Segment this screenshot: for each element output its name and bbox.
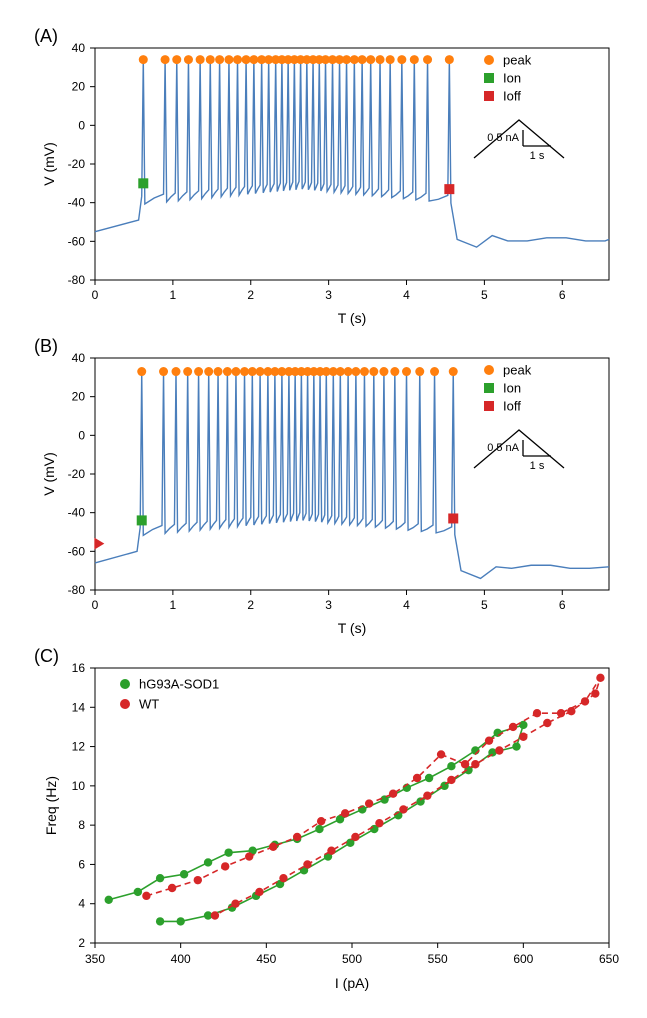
svg-text:600: 600 xyxy=(513,952,533,966)
svg-text:4: 4 xyxy=(403,288,410,302)
svg-text:400: 400 xyxy=(171,952,191,966)
svg-text:0: 0 xyxy=(78,428,85,442)
svg-text:(B): (B) xyxy=(34,336,58,356)
svg-text:0: 0 xyxy=(78,118,85,132)
svg-text:40: 40 xyxy=(72,351,86,365)
svg-text:-20: -20 xyxy=(68,467,86,481)
svg-text:550: 550 xyxy=(428,952,448,966)
svg-text:5: 5 xyxy=(481,288,488,302)
svg-text:1: 1 xyxy=(170,288,177,302)
svg-text:Ioff: Ioff xyxy=(503,399,521,414)
svg-text:8: 8 xyxy=(78,818,85,832)
svg-text:500: 500 xyxy=(342,952,362,966)
svg-text:peak: peak xyxy=(503,363,532,378)
svg-text:16: 16 xyxy=(72,661,86,675)
svg-text:1 s: 1 s xyxy=(530,150,545,162)
svg-text:6: 6 xyxy=(559,598,566,612)
svg-text:5: 5 xyxy=(481,598,488,612)
svg-text:Ioff: Ioff xyxy=(503,89,521,104)
svg-text:-20: -20 xyxy=(68,157,86,171)
svg-text:-60: -60 xyxy=(68,544,86,558)
panel-b: (B) 0 1 2 3 4 5 6 T (s) -80 -60 -40 -20 0 20 40 V (mV) pe… xyxy=(20,330,627,640)
svg-text:Freq (Hz): Freq (Hz) xyxy=(43,776,59,835)
svg-text:T (s): T (s) xyxy=(338,310,367,326)
svg-text:Ion: Ion xyxy=(503,71,521,86)
svg-text:WT: WT xyxy=(139,697,159,712)
svg-text:-60: -60 xyxy=(68,234,86,248)
svg-text:hG93A-SOD1: hG93A-SOD1 xyxy=(139,677,219,692)
svg-text:Ion: Ion xyxy=(503,381,521,396)
svg-text:450: 450 xyxy=(256,952,276,966)
figure-container: (A)0123456T (s)-80-60-40-2002040V (mV)pe… xyxy=(20,20,627,998)
svg-text:12: 12 xyxy=(72,740,86,754)
svg-text:4: 4 xyxy=(78,897,85,911)
svg-text:V (mV): V (mV) xyxy=(41,142,57,186)
svg-text:40: 40 xyxy=(72,41,86,55)
svg-text:peak: peak xyxy=(503,53,532,68)
svg-text:6: 6 xyxy=(78,857,85,871)
svg-text:2: 2 xyxy=(247,288,254,302)
svg-text:(A): (A) xyxy=(34,26,58,46)
svg-text:1 s: 1 s xyxy=(530,460,545,472)
svg-text:350: 350 xyxy=(85,952,105,966)
svg-text:0.5 nA: 0.5 nA xyxy=(487,132,519,144)
svg-text:(C): (C) xyxy=(34,646,59,666)
svg-text:4: 4 xyxy=(403,598,410,612)
svg-text:20: 20 xyxy=(72,80,86,94)
svg-text:0: 0 xyxy=(92,288,99,302)
svg-text:0.5 nA: 0.5 nA xyxy=(487,442,519,454)
panel-a: (A) 0 1 2 3 4 5 6 T (s) -80 -60 -40 -20 0 20 40 V (mV) pe… xyxy=(20,20,627,330)
svg-text:-80: -80 xyxy=(68,583,86,597)
svg-text:3: 3 xyxy=(325,598,332,612)
svg-text:6: 6 xyxy=(559,288,566,302)
svg-text:-40: -40 xyxy=(68,196,86,210)
svg-text:T (s): T (s) xyxy=(338,620,367,636)
svg-text:-80: -80 xyxy=(68,273,86,287)
svg-text:10: 10 xyxy=(72,779,86,793)
svg-text:-40: -40 xyxy=(68,506,86,520)
svg-text:V (mV): V (mV) xyxy=(41,452,57,496)
svg-text:3: 3 xyxy=(325,288,332,302)
svg-text:0: 0 xyxy=(92,598,99,612)
svg-text:I (pA): I (pA) xyxy=(335,975,369,991)
svg-text:1: 1 xyxy=(170,598,177,612)
svg-text:2: 2 xyxy=(247,598,254,612)
panel-c: (C) 350 400 450 500 550 600 650 I (pA) 2 4 6 8 10 12 14… xyxy=(20,640,627,998)
svg-text:14: 14 xyxy=(72,700,86,714)
svg-text:20: 20 xyxy=(72,390,86,404)
svg-text:650: 650 xyxy=(599,952,619,966)
svg-text:2: 2 xyxy=(78,936,85,950)
